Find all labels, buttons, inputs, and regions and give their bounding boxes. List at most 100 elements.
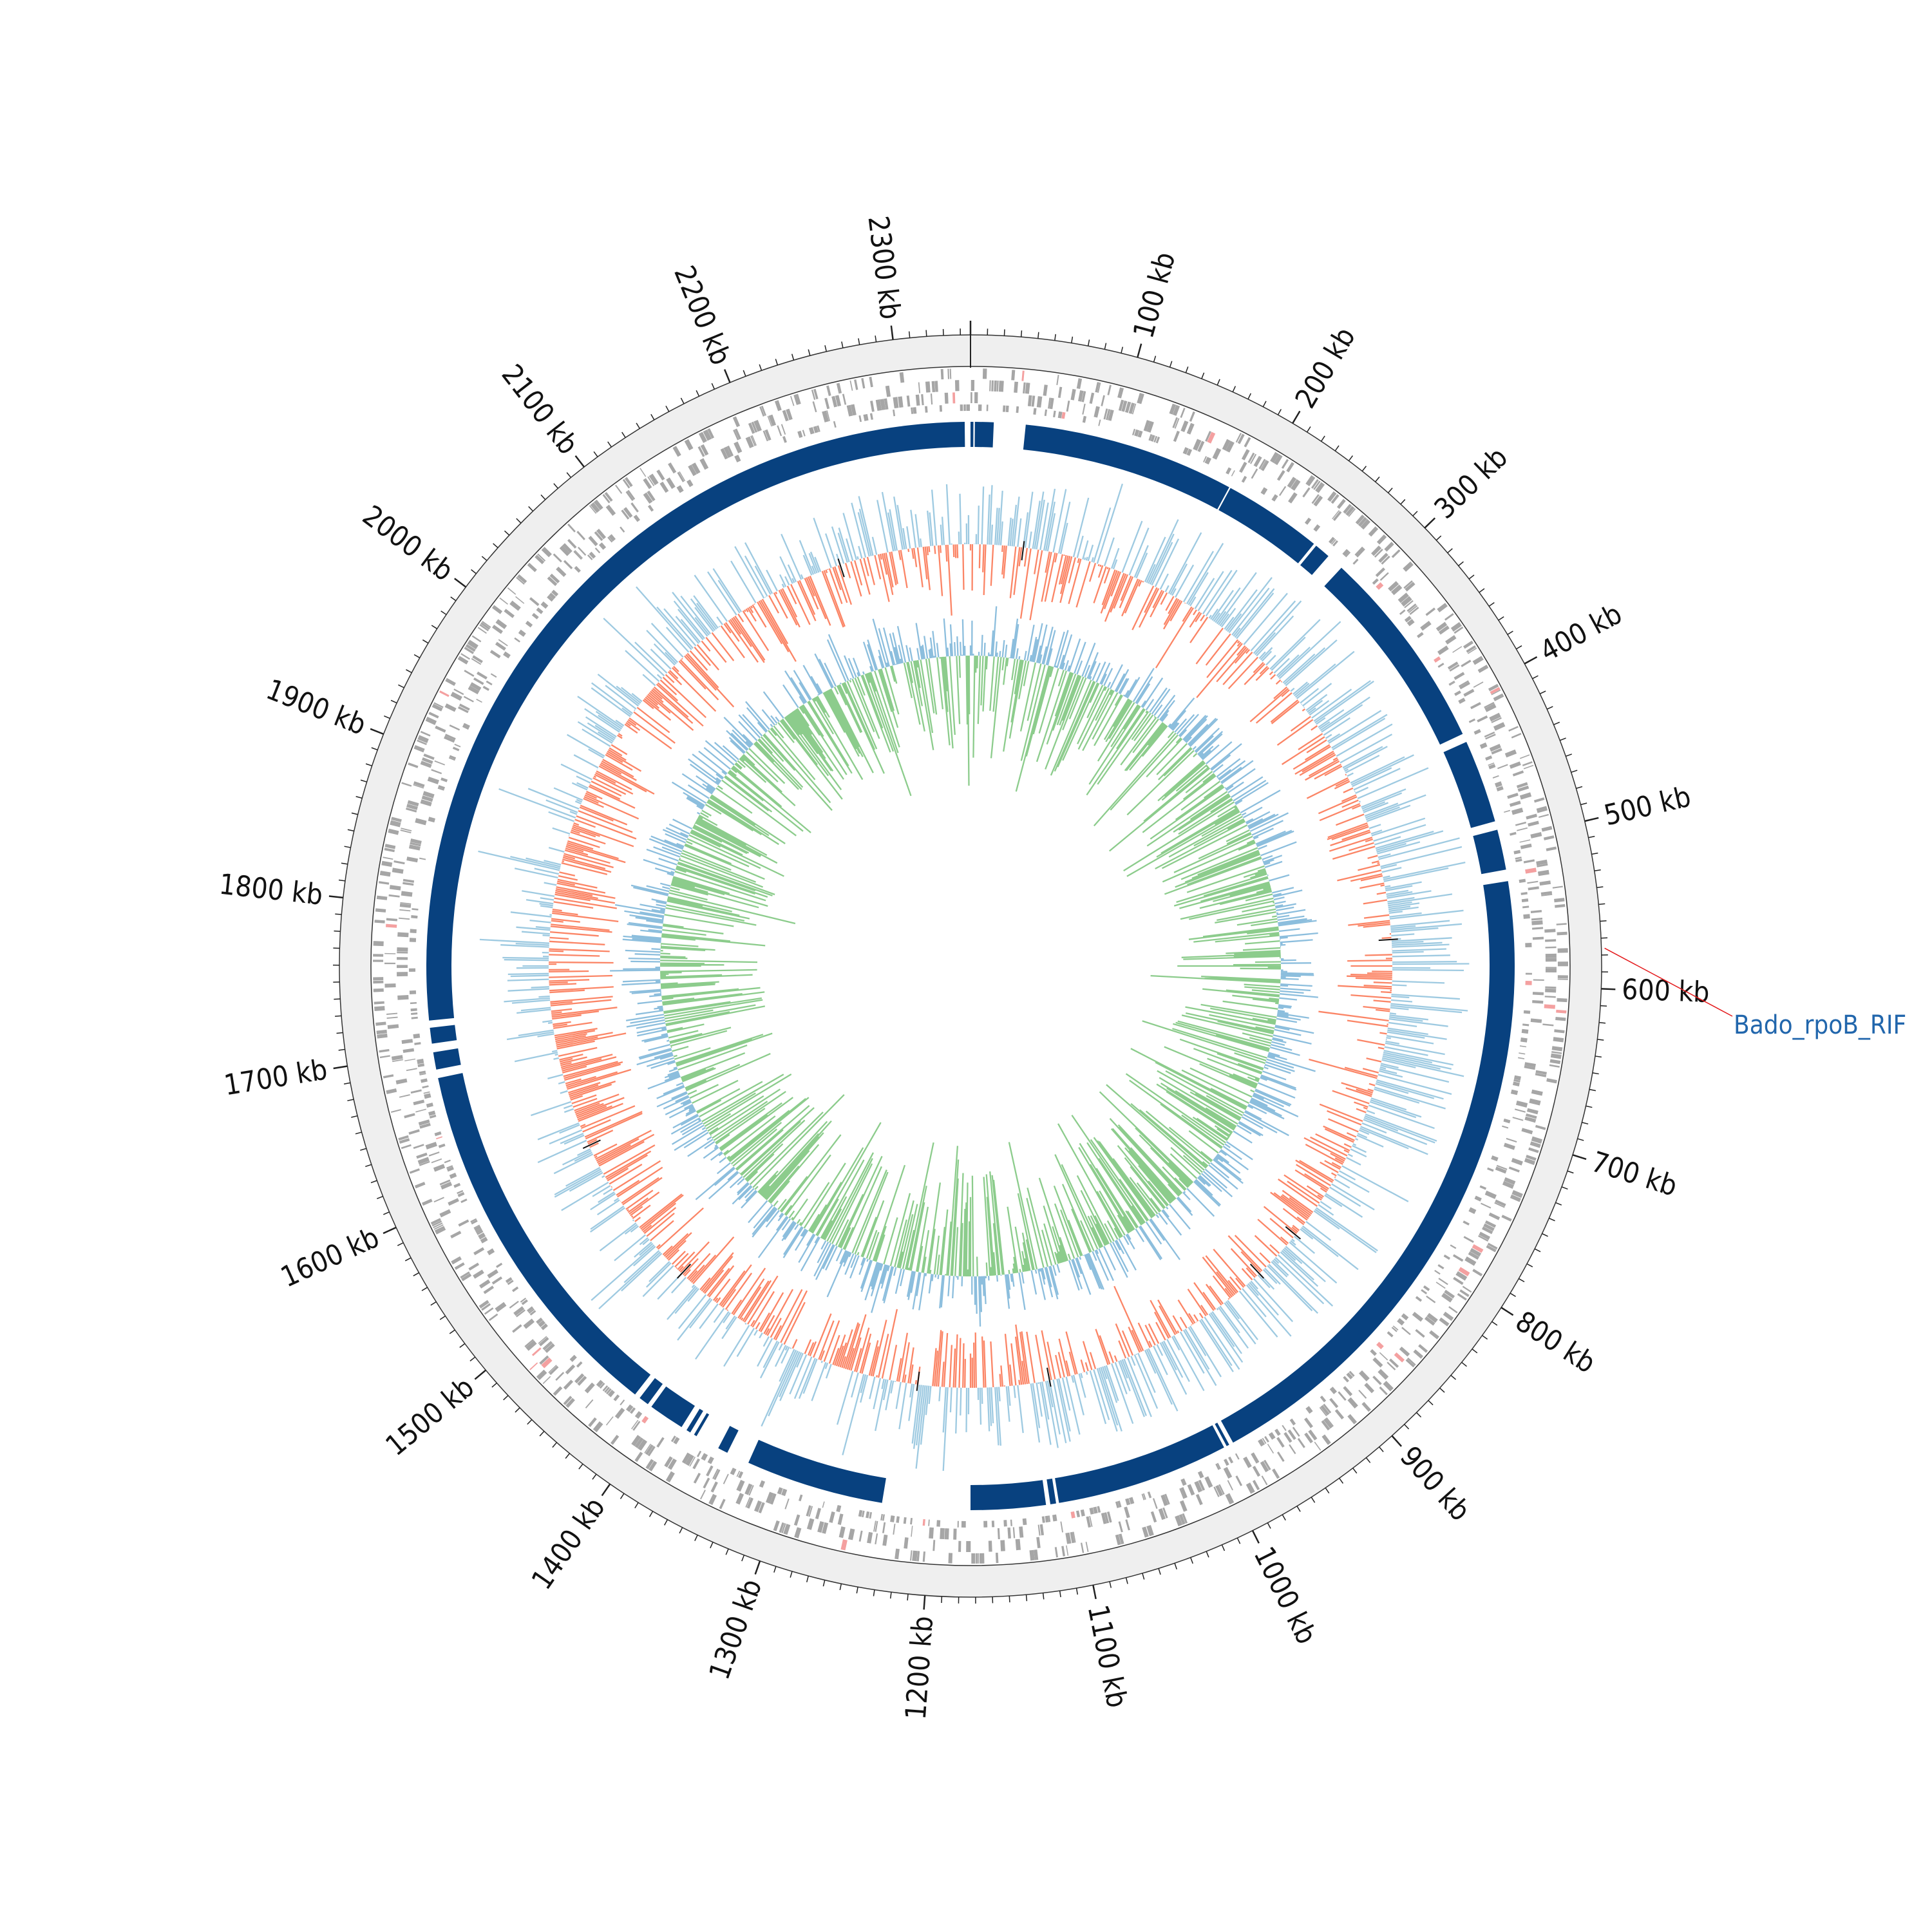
cds-feature: [1406, 603, 1417, 612]
minor-tick: [593, 451, 598, 457]
cds-feature: [701, 1453, 708, 1461]
minor-tick: [1600, 920, 1607, 922]
major-tick: [1584, 817, 1599, 822]
cds-feature: [1412, 1312, 1423, 1322]
cds-feature: [416, 1152, 428, 1159]
cds-feature: [1182, 1513, 1188, 1524]
cds-feature: [412, 908, 419, 911]
cds-feature: [1260, 487, 1268, 495]
cds-feature: [418, 1119, 430, 1126]
cds-feature: [673, 1437, 680, 1444]
cds-feature: [477, 671, 488, 680]
cds-feature: [460, 653, 471, 660]
cds-feature: [1526, 1108, 1539, 1115]
cds-feature: [666, 477, 676, 489]
minor-tick: [1450, 1375, 1457, 1380]
cds-feature: [1408, 605, 1418, 613]
cds-feature: [1513, 1079, 1520, 1083]
tick-label-700kb: 700 kb: [1587, 1146, 1681, 1203]
cds-feature: [1553, 1037, 1564, 1043]
cds-feature: [1276, 470, 1285, 481]
cds-feature: [698, 431, 707, 443]
cds-feature: [452, 746, 460, 752]
cds-feature: [707, 428, 715, 439]
major-tick: [454, 578, 467, 588]
cds-feature: [647, 490, 656, 502]
cds-feature: [1336, 498, 1346, 509]
cds-feature: [587, 554, 593, 560]
minor-tick: [1577, 1138, 1584, 1141]
cds-feature: [411, 915, 418, 919]
cds-feature: [376, 895, 388, 900]
cds-feature: [880, 1513, 884, 1521]
tick-label-2000kb: 2000 kb: [356, 499, 459, 588]
cds-feature: [1000, 1540, 1005, 1551]
cds-feature: [1155, 436, 1160, 444]
cds-feature: [398, 1135, 409, 1141]
cds-feature: [421, 757, 433, 764]
cds-feature: [373, 941, 384, 947]
cds-feature: [1379, 1386, 1388, 1396]
cds-feature: [1467, 647, 1477, 654]
cds-feature: [410, 1089, 422, 1094]
minor-tick: [471, 569, 477, 574]
cds-feature: [1540, 891, 1553, 895]
cds-feature: [761, 405, 766, 416]
cds-feature: [516, 574, 527, 583]
cds-feature: [1089, 1515, 1093, 1527]
cds-feature: [940, 368, 944, 380]
cds-feature: [837, 1513, 844, 1525]
cds-feature: [1484, 731, 1495, 738]
cds-feature: [1459, 1289, 1470, 1297]
minor-tick: [1247, 393, 1252, 400]
cds-feature: [1022, 1518, 1027, 1526]
cds-feature: [1204, 1476, 1213, 1488]
cds-feature: [509, 1300, 519, 1309]
cds-feature: [1289, 1444, 1296, 1454]
cds-feature: [430, 1218, 441, 1225]
cds-feature: [461, 1273, 472, 1282]
cds-feature: [397, 957, 408, 960]
cds-feature: [1401, 1327, 1411, 1336]
cds-feature: [457, 706, 469, 714]
cds-feature: [1429, 1330, 1439, 1340]
cds-feature: [813, 388, 819, 400]
cds-feature: [978, 404, 982, 412]
cds-feature: [1194, 1481, 1203, 1493]
cds-feature: [1531, 1136, 1543, 1144]
cds-feature: [1313, 480, 1321, 490]
cds-feature: [527, 1306, 534, 1312]
cds-feature: [1146, 1524, 1154, 1537]
cds-feature: [1329, 536, 1336, 544]
cds-feature: [1545, 953, 1557, 958]
cds-feature: [415, 1108, 426, 1113]
cds-feature: [604, 1387, 610, 1393]
cds-feature: [1530, 1018, 1542, 1023]
minor-tick: [663, 1519, 668, 1526]
cds-feature: [1495, 781, 1502, 788]
rna-feature: [1070, 1511, 1075, 1519]
cds-feature: [1444, 1289, 1455, 1299]
cds-feature: [1082, 403, 1086, 415]
cds-feature: [1390, 584, 1403, 596]
cds-feature: [1525, 972, 1532, 975]
minor-tick: [355, 796, 363, 799]
cds-feature: [1526, 813, 1537, 820]
cds-feature: [781, 1523, 786, 1534]
cds-feature: [1535, 1070, 1547, 1075]
cds-feature: [1033, 408, 1037, 415]
cds-feature: [399, 903, 412, 908]
cds-feature: [1186, 422, 1195, 435]
cds-feature: [496, 1262, 503, 1268]
cds-feature: [861, 1510, 865, 1518]
cds-feature: [514, 637, 520, 643]
cds-feature: [750, 435, 756, 446]
cds-feature: [449, 724, 460, 731]
alignment-block: [1023, 424, 1229, 509]
cds-feature: [903, 1517, 907, 1524]
minor-tick: [1447, 548, 1453, 553]
tick-label-1800kb: 1800 kb: [218, 868, 325, 912]
cds-feature: [1029, 1549, 1035, 1561]
cds-feature: [736, 1470, 741, 1477]
cds-feature: [1413, 1349, 1424, 1359]
